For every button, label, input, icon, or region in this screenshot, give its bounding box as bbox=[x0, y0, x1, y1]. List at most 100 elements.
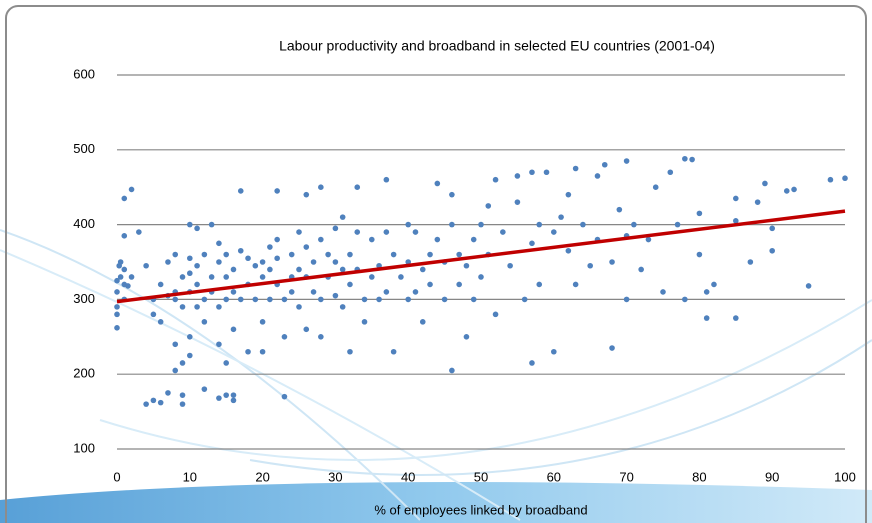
point bbox=[696, 251, 703, 258]
point bbox=[230, 392, 237, 398]
point bbox=[492, 176, 499, 183]
y-tick-label: 300 bbox=[73, 291, 95, 306]
point bbox=[405, 296, 412, 303]
point bbox=[354, 184, 361, 190]
point bbox=[187, 221, 193, 228]
point bbox=[769, 225, 775, 232]
point bbox=[179, 304, 186, 310]
point bbox=[128, 274, 135, 280]
x-tick-label: 40 bbox=[401, 469, 415, 484]
point bbox=[208, 221, 215, 228]
frame bbox=[5, 5, 867, 523]
x-axis-title: % of employees linked by broadband bbox=[374, 502, 587, 517]
point bbox=[245, 255, 251, 262]
point bbox=[318, 184, 324, 190]
point bbox=[187, 352, 193, 359]
point bbox=[303, 326, 310, 333]
point bbox=[514, 199, 521, 205]
point bbox=[121, 195, 128, 202]
y-tick-label: 400 bbox=[73, 216, 95, 231]
point bbox=[682, 296, 688, 303]
point bbox=[230, 289, 237, 295]
point bbox=[660, 289, 666, 295]
point bbox=[114, 304, 120, 310]
point bbox=[492, 311, 499, 318]
point bbox=[296, 229, 302, 235]
point bbox=[631, 221, 637, 228]
decor-swoosh bbox=[99, 299, 872, 461]
y-tick-label: 200 bbox=[73, 366, 95, 381]
point bbox=[216, 304, 222, 310]
point bbox=[529, 169, 535, 176]
point bbox=[187, 255, 193, 262]
point bbox=[514, 173, 521, 179]
point bbox=[216, 341, 222, 348]
point bbox=[318, 334, 324, 340]
point bbox=[536, 281, 543, 288]
point bbox=[339, 304, 346, 310]
point bbox=[157, 399, 164, 406]
point bbox=[114, 311, 120, 318]
point bbox=[449, 191, 455, 198]
point bbox=[194, 304, 200, 310]
point bbox=[201, 386, 208, 392]
point bbox=[274, 255, 280, 262]
point bbox=[288, 289, 295, 295]
point bbox=[733, 218, 739, 224]
point bbox=[783, 188, 790, 194]
point bbox=[281, 393, 288, 400]
point bbox=[223, 274, 229, 280]
point bbox=[332, 225, 339, 232]
point bbox=[296, 266, 302, 273]
point bbox=[216, 259, 222, 265]
point bbox=[412, 289, 419, 295]
point bbox=[230, 266, 237, 273]
point bbox=[237, 247, 244, 254]
point bbox=[194, 262, 200, 269]
point bbox=[172, 251, 179, 258]
point bbox=[456, 251, 462, 258]
point bbox=[390, 251, 397, 258]
point bbox=[187, 334, 193, 340]
point bbox=[267, 244, 273, 250]
point bbox=[339, 214, 346, 220]
point bbox=[747, 259, 754, 265]
point bbox=[478, 221, 484, 228]
point bbox=[165, 259, 171, 265]
point bbox=[223, 251, 229, 258]
point bbox=[551, 229, 557, 235]
y-tick-label: 500 bbox=[73, 141, 95, 156]
y-tick-label: 600 bbox=[73, 66, 95, 81]
point bbox=[347, 251, 353, 258]
point bbox=[116, 262, 122, 269]
point bbox=[434, 236, 441, 243]
point bbox=[252, 262, 259, 269]
point bbox=[318, 236, 324, 243]
point bbox=[201, 251, 208, 258]
x-tick-label: 90 bbox=[765, 469, 779, 484]
point bbox=[572, 281, 579, 288]
point bbox=[216, 395, 222, 401]
point bbox=[529, 360, 535, 366]
point bbox=[121, 266, 128, 273]
point bbox=[754, 199, 761, 205]
point bbox=[223, 392, 229, 398]
point bbox=[114, 289, 120, 295]
point bbox=[310, 259, 317, 265]
point bbox=[565, 247, 572, 254]
point bbox=[281, 296, 288, 303]
point bbox=[543, 169, 550, 176]
point bbox=[485, 203, 492, 209]
x-tick-label: 60 bbox=[547, 469, 561, 484]
point bbox=[245, 348, 251, 355]
point bbox=[354, 229, 361, 235]
point bbox=[179, 392, 186, 398]
point bbox=[274, 236, 280, 243]
point bbox=[310, 289, 317, 295]
x-tick-label: 10 bbox=[183, 469, 197, 484]
point bbox=[361, 319, 368, 325]
point bbox=[114, 325, 120, 331]
point bbox=[441, 296, 448, 303]
point bbox=[674, 221, 681, 228]
point bbox=[463, 262, 470, 269]
